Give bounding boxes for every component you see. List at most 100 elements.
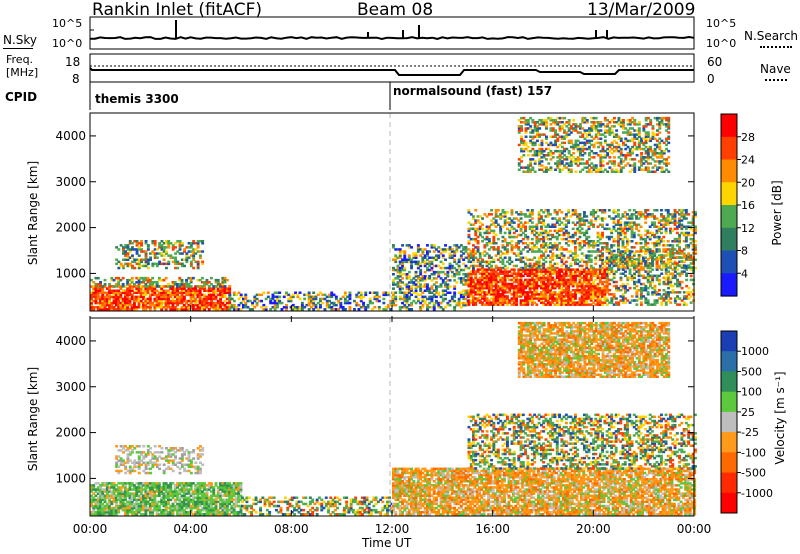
echo-cell	[448, 262, 452, 266]
echo-cell	[205, 295, 209, 299]
echo-cell	[508, 270, 512, 273]
echo-cell	[176, 301, 179, 305]
echo-cell	[174, 256, 177, 259]
echo-cell	[242, 297, 245, 301]
echo-cell	[264, 297, 268, 301]
echo-cell	[601, 223, 604, 226]
echo-cell	[328, 303, 331, 307]
echo-cell	[499, 276, 503, 280]
echo-cell	[682, 291, 686, 294]
echo-cell	[635, 215, 638, 218]
echo-cell	[176, 262, 180, 266]
echo-cell	[578, 213, 582, 216]
echo-cell	[537, 211, 541, 214]
echo-cell	[564, 270, 568, 273]
echo-cell	[583, 242, 586, 245]
echo-cell	[426, 254, 429, 257]
echo-cell	[173, 301, 177, 305]
echo-cell	[212, 289, 216, 292]
echo-cell	[592, 246, 595, 249]
echo-cell	[414, 291, 418, 294]
echo-cell	[101, 287, 105, 290]
echo-cell	[646, 209, 650, 212]
echo-cell	[655, 231, 659, 235]
echo-cell	[296, 306, 300, 309]
echo-cell	[578, 291, 582, 294]
echo-cell	[617, 249, 621, 253]
echo-cell	[558, 209, 561, 212]
echo-cell	[398, 289, 402, 292]
echo-cell	[137, 264, 141, 268]
echo-cell	[630, 213, 634, 216]
echo-cell	[628, 249, 632, 253]
echo-cell	[626, 289, 630, 292]
echo-cell	[562, 231, 566, 235]
echo-cell	[549, 272, 552, 275]
echo-cell	[664, 295, 668, 298]
echo-cell	[137, 246, 141, 249]
echo-cell	[551, 299, 555, 302]
echo-cell	[675, 237, 679, 241]
echo-cell	[90, 299, 93, 303]
echo-cell	[472, 248, 475, 251]
echo-cell	[528, 264, 532, 268]
echo-cell	[487, 248, 491, 251]
echo-cell	[167, 285, 170, 288]
echo-cell	[676, 251, 679, 255]
echo-cell	[101, 306, 105, 309]
echo-cell	[494, 221, 498, 224]
echo-cell	[533, 293, 537, 296]
echo-cell	[587, 221, 591, 224]
echo-cell	[437, 303, 441, 307]
echo-cell	[467, 221, 471, 224]
echo-cell	[646, 262, 650, 265]
echo-cell	[657, 237, 661, 241]
echo-cell	[644, 244, 648, 247]
echo-cell	[124, 303, 127, 307]
echo-cell	[487, 272, 491, 275]
echo-cell	[531, 121, 535, 124]
echo-cell	[598, 276, 602, 280]
echo-cell	[490, 274, 493, 278]
echo-cell	[124, 258, 128, 261]
echo-cell	[223, 303, 227, 307]
echo-cell	[508, 231, 512, 235]
echo-cell	[578, 246, 582, 249]
echo-cell	[567, 119, 571, 122]
echo-cell	[160, 254, 164, 257]
echo-cell	[512, 231, 516, 235]
echo-cell	[476, 219, 480, 222]
echo-cell	[148, 289, 152, 292]
echo-cell	[528, 242, 532, 245]
echo-cell	[594, 164, 598, 167]
echo-cell	[483, 250, 487, 253]
echo-cell	[574, 211, 577, 214]
echo-cell	[508, 289, 512, 292]
echo-cell	[180, 291, 184, 294]
echo-cell	[576, 286, 580, 290]
echo-cell	[462, 297, 466, 301]
echo-cell	[474, 219, 478, 222]
echo-cell	[273, 306, 277, 309]
echo-cell	[176, 266, 180, 270]
echo-cell	[560, 229, 564, 233]
echo-cell	[619, 289, 623, 292]
echo-cell	[560, 297, 564, 300]
echo-cell	[446, 248, 450, 251]
echo-cell	[182, 308, 186, 311]
echo-cell	[446, 303, 450, 307]
echo-cell	[594, 219, 598, 222]
echo-cell	[598, 303, 602, 306]
echo-cell	[603, 293, 607, 296]
echo-cell	[538, 164, 542, 167]
echo-cell	[544, 225, 548, 228]
echo-cell	[549, 297, 552, 300]
echo-cell	[446, 275, 450, 278]
echo-cell	[669, 213, 672, 216]
echo-cell	[542, 242, 546, 245]
echo-cell	[269, 301, 273, 305]
echo-cell	[644, 250, 648, 253]
echo-cell	[157, 278, 161, 282]
echo-cell	[464, 266, 468, 270]
echo-cell	[490, 291, 493, 294]
